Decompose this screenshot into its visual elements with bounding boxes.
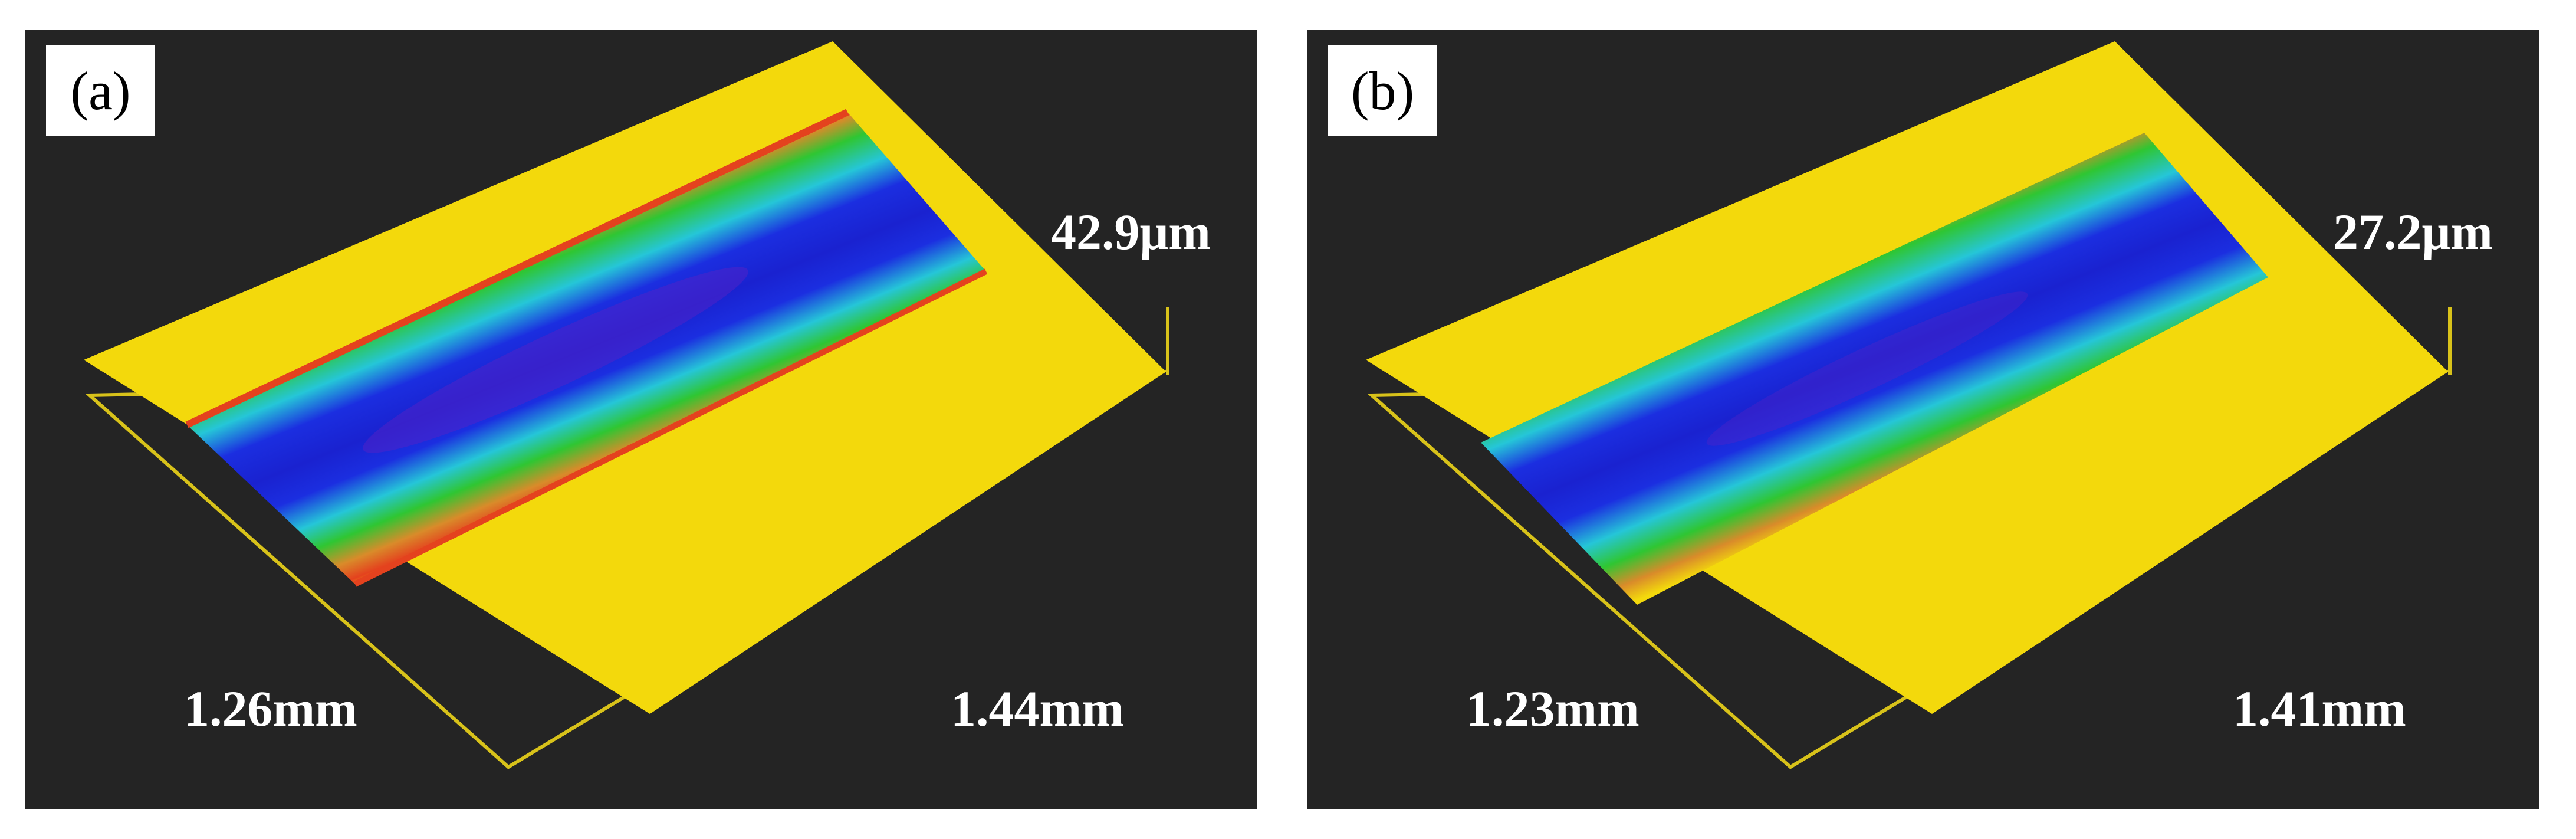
groove-core [1706, 291, 2028, 446]
wear-groove [1481, 133, 2268, 605]
panel-label: (a) [46, 45, 155, 136]
length-dimension: 1.44mm [951, 680, 1124, 737]
panel-label: (b) [1328, 45, 1437, 136]
max-depth-value: 42.9μm [1051, 204, 1211, 260]
panel-a-3d-surface [84, 41, 1170, 769]
width-dimension: 1.26mm [184, 680, 357, 737]
groove-edge-upper [185, 109, 849, 428]
groove-core [363, 267, 748, 453]
panel-a-surface-profile: (a) 42.9μm 1.26mm 1.44mm [25, 30, 1257, 809]
panel-b-3d-surface [1366, 41, 2452, 769]
groove-edge-lower [353, 268, 988, 587]
panel-b-surface-profile: (b) 27.2μm 1.23mm 1.41mm [1307, 30, 2539, 809]
max-depth-value: 27.2μm [2333, 204, 2493, 260]
wear-groove [187, 112, 986, 584]
length-dimension: 1.41mm [2233, 680, 2406, 737]
width-dimension: 1.23mm [1466, 680, 1639, 737]
